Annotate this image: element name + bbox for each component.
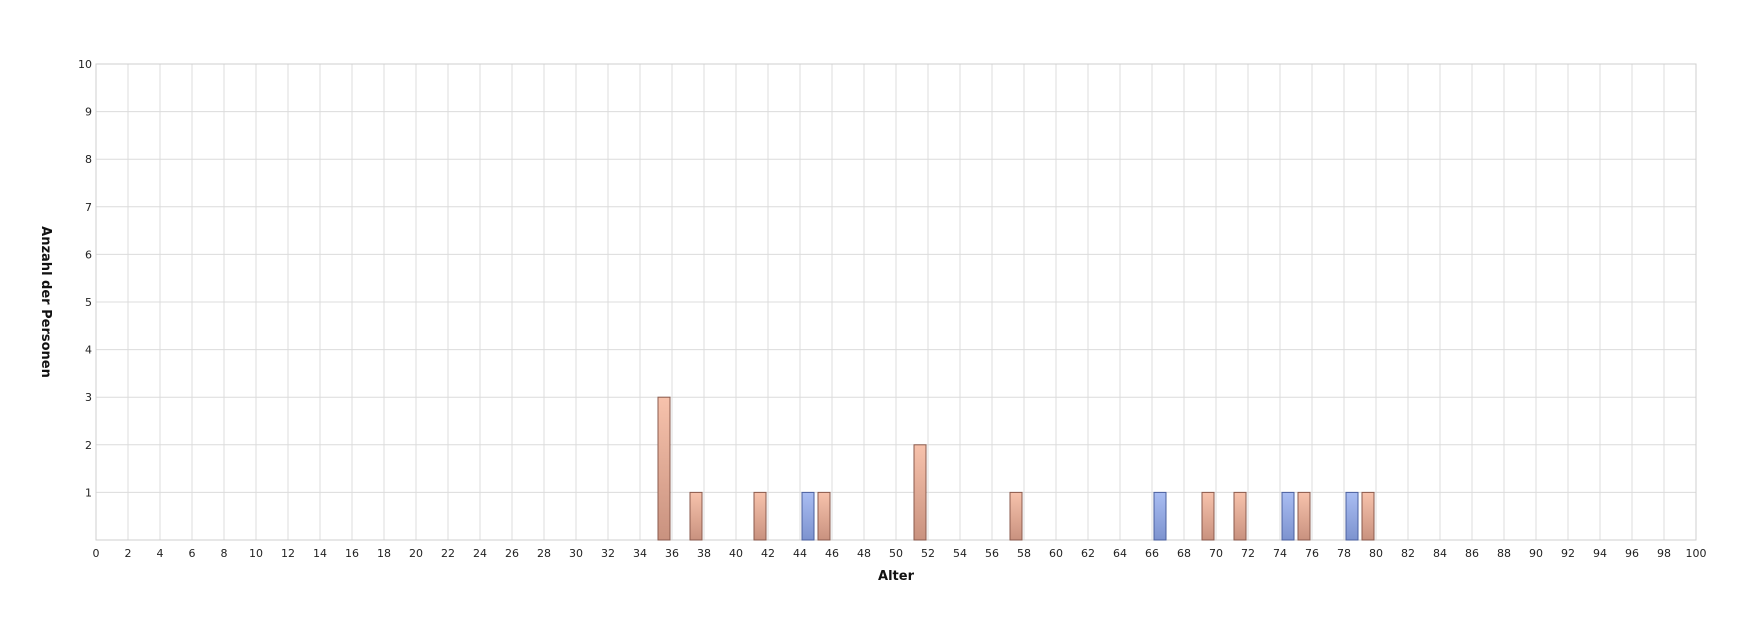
x-tick-label: 42 [761, 547, 775, 560]
y-tick-label: 7 [85, 201, 92, 214]
x-tick-label: 58 [1017, 547, 1031, 560]
bar-79 [1361, 491, 1375, 541]
x-tick-label: 4 [157, 547, 164, 560]
x-tick-label: 20 [409, 547, 423, 560]
x-tick-label: 46 [825, 547, 839, 560]
bar-41 [753, 491, 767, 541]
y-tick-label: 5 [85, 296, 92, 309]
bar-69 [1201, 491, 1215, 541]
x-tick-label: 90 [1529, 547, 1543, 560]
x-tick-label: 12 [281, 547, 295, 560]
y-tick-label: 2 [85, 439, 92, 452]
x-tick-label: 88 [1497, 547, 1511, 560]
y-tick-label: 3 [85, 391, 92, 404]
x-tick-label: 84 [1433, 547, 1447, 560]
x-tick-label: 94 [1593, 547, 1607, 560]
x-tick-label: 52 [921, 547, 935, 560]
bar-71 [1233, 491, 1247, 541]
plot-area [95, 63, 1697, 541]
x-tick-label: 8 [221, 547, 228, 560]
x-tick-label: 24 [473, 547, 487, 560]
y-tick-label: 8 [85, 153, 92, 166]
x-tick-label: 0 [93, 547, 100, 560]
bar-75 [1297, 491, 1311, 541]
bar-44 [801, 491, 815, 541]
x-tick-label: 34 [633, 547, 647, 560]
x-tick-label: 60 [1049, 547, 1063, 560]
x-axis-ticks: 0 2 4 6 8 10 12 14 16 18 20 22 24 26 28 30 32 34 36 38 40 42 4… [93, 547, 1707, 560]
x-tick-label: 44 [793, 547, 807, 560]
x-tick-label: 96 [1625, 547, 1639, 560]
x-tick-label: 48 [857, 547, 871, 560]
x-tick-label: 80 [1369, 547, 1383, 560]
x-tick-label: 26 [505, 547, 519, 560]
x-tick-label: 14 [313, 547, 327, 560]
x-tick-label: 68 [1177, 547, 1191, 560]
x-tick-label: 100 [1686, 547, 1707, 560]
x-tick-label: 16 [345, 547, 359, 560]
x-tick-label: 74 [1273, 547, 1287, 560]
x-tick-label: 2 [125, 547, 132, 560]
bar-57 [1009, 491, 1023, 541]
bar-74 [1281, 491, 1295, 541]
x-tick-label: 22 [441, 547, 455, 560]
bar-66 [1153, 491, 1167, 541]
x-tick-label: 92 [1561, 547, 1575, 560]
x-tick-label: 64 [1113, 547, 1127, 560]
x-tick-label: 76 [1305, 547, 1319, 560]
x-tick-label: 50 [889, 547, 903, 560]
x-tick-label: 32 [601, 547, 615, 560]
x-tick-label: 56 [985, 547, 999, 560]
x-tick-label: 28 [537, 547, 551, 560]
x-tick-label: 18 [377, 547, 391, 560]
x-tick-label: 70 [1209, 547, 1223, 560]
x-tick-label: 30 [569, 547, 583, 560]
x-tick-label: 86 [1465, 547, 1479, 560]
bars [657, 396, 1375, 541]
x-tick-label: 98 [1657, 547, 1671, 560]
y-tick-label: 1 [85, 486, 92, 499]
x-tick-label: 54 [953, 547, 967, 560]
y-tick-label: 4 [85, 344, 92, 357]
x-tick-label: 6 [189, 547, 196, 560]
y-tick-label: 9 [85, 106, 92, 119]
x-tick-label: 66 [1145, 547, 1159, 560]
bar-51 [913, 444, 927, 541]
x-tick-label: 10 [249, 547, 263, 560]
y-tick-label: 6 [85, 248, 92, 261]
x-axis-title: Alter [878, 569, 915, 584]
x-tick-label: 38 [697, 547, 711, 560]
bar-45 [817, 491, 831, 541]
bar-37 [689, 491, 703, 541]
y-tick-label: 10 [78, 58, 92, 71]
grid-lines [95, 63, 1697, 541]
bar-78 [1345, 491, 1359, 541]
x-tick-label: 36 [665, 547, 679, 560]
x-tick-label: 40 [729, 547, 743, 560]
x-tick-label: 72 [1241, 547, 1255, 560]
y-axis-title: Anzahl der Personen [38, 226, 53, 378]
x-tick-label: 62 [1081, 547, 1095, 560]
x-tick-label: 82 [1401, 547, 1415, 560]
bar-35 [657, 396, 671, 541]
y-axis-ticks: 1 2 3 4 5 6 7 8 9 10 [78, 58, 92, 499]
x-tick-label: 78 [1337, 547, 1351, 560]
